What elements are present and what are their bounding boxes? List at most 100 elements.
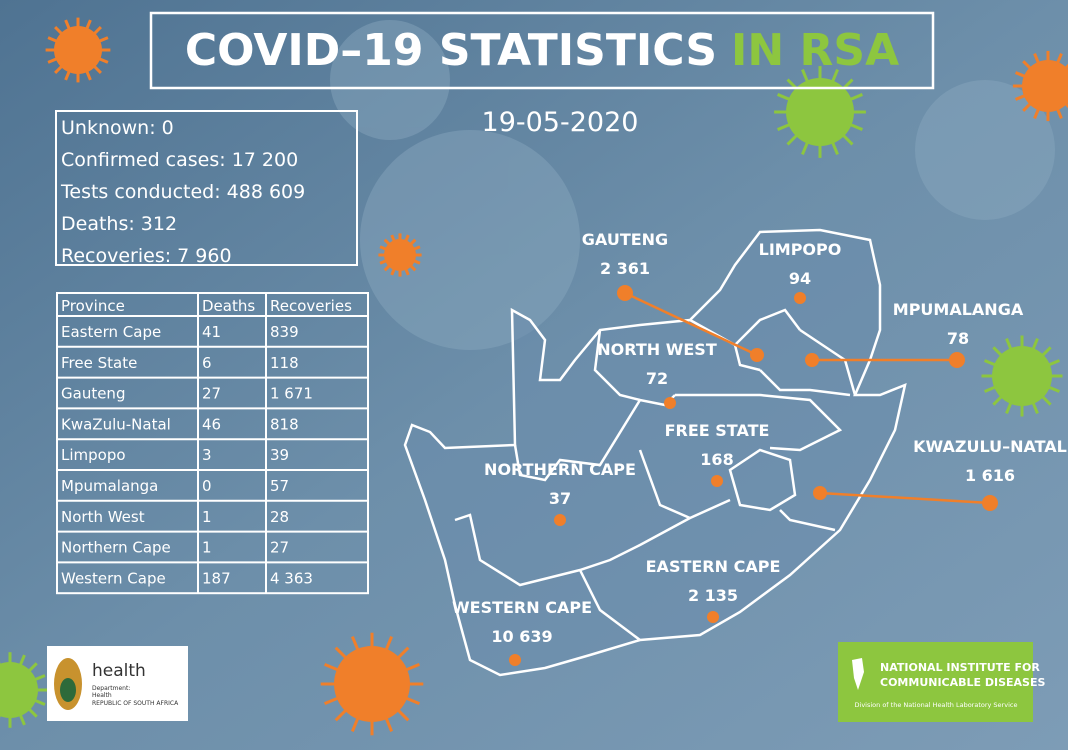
table-header: Deaths xyxy=(202,297,255,315)
province-value: 37 xyxy=(549,489,571,508)
marker-dot xyxy=(707,611,719,623)
title-box xyxy=(149,11,935,90)
health-logo-line: Department: xyxy=(92,685,130,692)
virus-body xyxy=(384,239,416,271)
table-cell: North West xyxy=(61,508,145,526)
nicd-logo xyxy=(838,642,1033,722)
virus xyxy=(774,66,866,158)
virus-body xyxy=(54,26,102,74)
virus-body xyxy=(992,346,1052,406)
table-cell: 118 xyxy=(270,354,299,372)
table-cell: Western Cape xyxy=(61,569,166,587)
table-header: Recoveries xyxy=(270,297,352,315)
province-value: 168 xyxy=(700,450,733,469)
map-labels: GAUTENG 2 361 LIMPOPO 94 MPUMALANGA 78 NORTH W… xyxy=(452,230,1067,666)
marker-dot xyxy=(617,285,633,301)
summary-line: Confirmed cases: 17 200 xyxy=(61,149,298,171)
coat-of-arms xyxy=(54,658,82,710)
marker-dot xyxy=(750,348,764,362)
table-cell: 4 363 xyxy=(270,569,313,587)
marker-dot xyxy=(554,514,566,526)
table-cell: 6 xyxy=(202,354,212,372)
table-cell: 839 xyxy=(270,323,299,341)
table-cell: 818 xyxy=(270,415,299,433)
table-cell: 57 xyxy=(270,477,289,495)
table-cell: 1 xyxy=(202,508,212,526)
nicd-line: NATIONAL INSTITUTE FOR xyxy=(880,661,1040,674)
title-main: COVID–19 STATISTICS xyxy=(185,25,717,76)
marker-dot xyxy=(794,292,806,304)
marker-dot xyxy=(813,486,827,500)
table-cell: KwaZulu-Natal xyxy=(61,415,171,433)
health-logo-line: Health xyxy=(92,692,112,699)
summary: Unknown: 0 Confirmed cases: 17 200 Tests c… xyxy=(60,117,305,267)
province-value: 94 xyxy=(789,269,811,288)
table-cell: 28 xyxy=(270,508,289,526)
marker-dot xyxy=(982,495,998,511)
virus xyxy=(45,17,111,83)
table-cell: 41 xyxy=(202,323,221,341)
summary-line: Unknown: 0 xyxy=(61,117,174,139)
table-cell: 39 xyxy=(270,446,289,464)
health-logo-name: health xyxy=(92,661,146,681)
province-value: 78 xyxy=(947,329,969,348)
summary-line: Deaths: 312 xyxy=(61,213,177,235)
table-cell: 1 671 xyxy=(270,385,313,403)
title-highlight: IN RSA xyxy=(731,25,899,76)
province-name: MPUMALANGA xyxy=(893,300,1024,319)
virus-body xyxy=(334,646,410,722)
province-value: 1 616 xyxy=(965,466,1015,485)
marker-dot xyxy=(509,654,521,666)
table-cell: Gauteng xyxy=(61,385,125,403)
summary-box xyxy=(55,110,358,266)
table-border xyxy=(56,292,369,595)
nicd-line: COMMUNICABLE DISEASES xyxy=(880,676,1045,689)
leader-line xyxy=(819,491,991,505)
province-value: 2 135 xyxy=(688,586,738,605)
virus-body xyxy=(0,662,38,718)
marker-dot xyxy=(949,352,965,368)
virus xyxy=(0,652,48,728)
virus xyxy=(320,632,424,736)
table-cell: 27 xyxy=(270,539,289,557)
marker-dot xyxy=(805,353,819,367)
table-cell: 27 xyxy=(202,385,221,403)
country-outline xyxy=(403,228,907,677)
province-name: GAUTENG xyxy=(582,230,668,249)
background-virus xyxy=(330,20,1055,350)
virus xyxy=(1012,50,1068,122)
leader-line xyxy=(624,291,758,357)
province-name: EASTERN CAPE xyxy=(646,557,781,576)
province-name: KWAZULU–NATAL xyxy=(913,437,1067,456)
province-value: 10 639 xyxy=(491,627,552,646)
table-cell: 3 xyxy=(202,446,212,464)
virus xyxy=(378,233,422,277)
table-cell: Free State xyxy=(61,354,137,372)
table-cell: Mpumalanga xyxy=(61,477,158,495)
table: Province Deaths Recoveries Eastern Cape 41 83… xyxy=(56,292,369,595)
summary-line: Recoveries: 7 960 xyxy=(61,245,232,267)
nicd-subtitle: Division of the National Health Laborato… xyxy=(855,701,1018,709)
province-name: WESTERN CAPE xyxy=(452,598,592,617)
table-cell: Northern Cape xyxy=(61,539,171,557)
nicd-africa-icon xyxy=(852,658,864,690)
province-value: 2 361 xyxy=(600,259,650,278)
table-cell: 187 xyxy=(202,569,231,587)
summary-line: Tests conducted: 488 609 xyxy=(60,181,305,203)
table-cell: Eastern Cape xyxy=(61,323,161,341)
marker-dot xyxy=(664,397,676,409)
province-name: NORTH WEST xyxy=(597,340,717,359)
province-name: NORTHERN CAPE xyxy=(484,460,636,479)
table-cell: 0 xyxy=(202,477,212,495)
virus xyxy=(981,335,1063,417)
province-name: FREE STATE xyxy=(665,421,770,440)
virus-body xyxy=(786,78,854,146)
virus-decorations xyxy=(0,17,1068,736)
virus-body xyxy=(1022,60,1068,112)
table-header: Province xyxy=(61,297,125,315)
table-cell: 46 xyxy=(202,415,221,433)
table-cell: 1 xyxy=(202,539,212,557)
table-cell: Limpopo xyxy=(61,446,126,464)
province-name: LIMPOPO xyxy=(759,240,842,259)
